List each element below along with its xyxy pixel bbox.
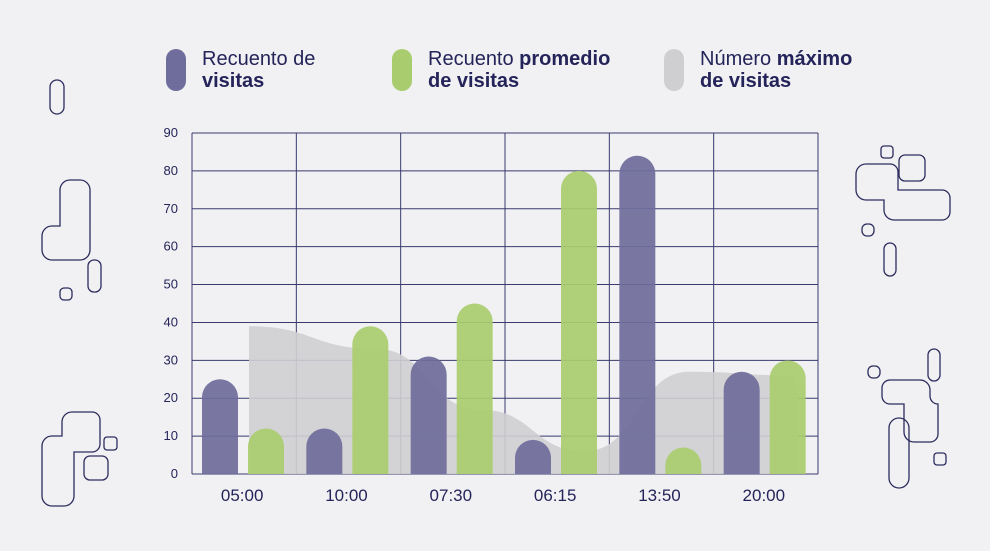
legend-swatch-maximum (664, 49, 684, 91)
deco-shape (867, 365, 881, 379)
x-tick-label: 13:50 (638, 486, 681, 505)
legend-swatch-average (392, 49, 412, 91)
legend-label-maximum-pre: Número (700, 48, 777, 70)
deco-shape (59, 287, 73, 301)
decoration-shapes (41, 79, 951, 507)
legend-swatch-visits (166, 49, 186, 91)
legend-label-maximum-line2: de visitas (700, 70, 792, 92)
y-tick-label: 30 (164, 352, 178, 367)
deco-shape (880, 145, 894, 159)
bar-average-0615 (561, 170, 597, 474)
bar-average-1000 (352, 326, 389, 474)
deco-shape (881, 379, 939, 443)
bar-average-1350 (665, 447, 702, 474)
bar-visits-1000 (306, 428, 343, 474)
y-tick-label: 70 (164, 201, 178, 216)
legend-item-visits: Recuento de visitas (166, 48, 315, 92)
x-tick-label: 20:00 (743, 486, 786, 505)
deco-shape (49, 79, 65, 115)
bar-visits-1350 (619, 155, 656, 475)
legend-label-average-bold: promedio (519, 48, 611, 70)
legend-label-visits-line2: visitas (202, 70, 265, 92)
y-tick-label: 90 (164, 125, 178, 140)
y-tick-label: 40 (164, 314, 178, 329)
deco-shape (41, 179, 91, 261)
deco-shape (41, 411, 101, 507)
y-tick-label: 0 (171, 466, 178, 481)
deco-shape (855, 163, 951, 221)
y-tick-label: 10 (164, 428, 178, 443)
bar-visits-0730 (410, 356, 447, 474)
x-tick-label: 10:00 (325, 486, 368, 505)
deco-shape (87, 259, 102, 293)
y-axis-ticks: 0 10 20 30 40 50 60 70 80 90 (164, 125, 178, 481)
deco-shape (927, 348, 941, 382)
bar-visits-0615 (515, 439, 551, 474)
y-tick-label: 20 (164, 390, 178, 405)
bar-average-0500 (248, 428, 284, 474)
x-tick-label: 06:15 (534, 486, 577, 505)
x-tick-label: 07:30 (430, 486, 473, 505)
y-tick-label: 80 (164, 163, 178, 178)
legend-label-visits-line1: Recuento de (202, 48, 316, 70)
deco-shape (898, 154, 926, 182)
x-tick-label: 05:00 (221, 486, 264, 505)
deco-shape (861, 223, 875, 237)
bar-layer (202, 155, 806, 475)
bar-visits-0500 (202, 379, 238, 474)
bar-visits-2000 (723, 371, 760, 474)
y-tick-label: 60 (164, 239, 178, 254)
x-axis-ticks: 05:00 10:00 07:30 06:15 13:50 20:00 (221, 486, 785, 505)
legend-label-maximum-bold: máximo (776, 48, 853, 70)
legend-label-average-pre: Recuento (428, 48, 520, 70)
y-tick-label: 50 (164, 277, 178, 292)
deco-shape (933, 452, 947, 466)
legend-item-maximum: Número máximo de visitas (664, 48, 852, 92)
deco-shape (83, 455, 109, 481)
legend-item-average: Recuento promedio de visitas (392, 48, 610, 92)
deco-shape (883, 242, 897, 277)
legend-label-average-line2: de visitas (428, 70, 520, 92)
deco-shape (888, 417, 910, 489)
bar-average-2000 (769, 360, 806, 474)
deco-shape (103, 436, 118, 451)
bar-average-0730 (456, 303, 493, 474)
